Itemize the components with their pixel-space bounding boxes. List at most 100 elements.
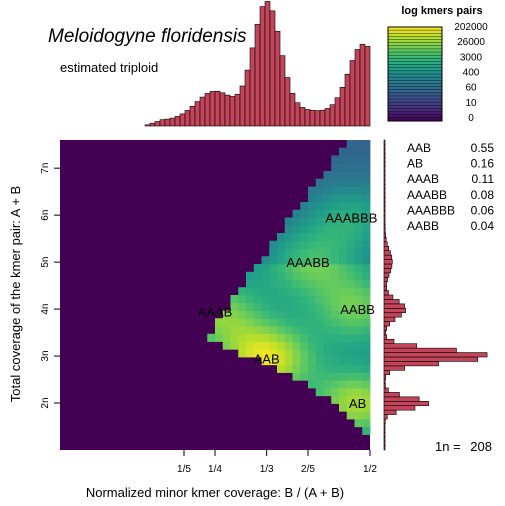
heatmap-cell (354, 326, 363, 335)
heatmap-cell (253, 333, 262, 342)
colorbar-label: 3000 (460, 52, 483, 63)
heatmap-cell (346, 171, 355, 180)
heatmap-cell (261, 264, 270, 273)
heatmap-cell (261, 295, 270, 304)
heatmap-cell (354, 225, 363, 234)
heatmap-cell (300, 318, 309, 327)
heatmap-cell (230, 310, 239, 319)
heatmap-cell (362, 194, 371, 203)
heatmap-cell (269, 302, 278, 311)
proportion-value: 0.55 (471, 141, 495, 155)
heatmap-cell (284, 310, 293, 319)
heatmap-cell (300, 326, 309, 335)
heatmap-cell (354, 163, 363, 172)
top-hist-bar (329, 104, 336, 127)
heatmap-cell (346, 372, 355, 381)
heatmap-cell (277, 364, 286, 373)
heatmap-cell (331, 341, 340, 350)
heatmap-cell (346, 388, 355, 397)
heatmap-cell (308, 186, 317, 195)
heatmap-cell (277, 326, 286, 335)
heatmap-cell (292, 248, 301, 257)
heatmap-cell (300, 287, 309, 296)
top-hist-bar (309, 110, 316, 127)
proportion-value: 0.04 (471, 219, 495, 233)
x-tick-label: 1/4 (208, 464, 222, 475)
heatmap-cell (308, 310, 317, 319)
peak-label-aaabbb: AAABBB (325, 211, 377, 226)
heatmap-cell (331, 395, 340, 404)
heatmap-cell (346, 349, 355, 358)
top-hist-bar (224, 94, 231, 127)
heatmap-cell (331, 364, 340, 373)
proportion-value: 0.08 (471, 188, 495, 202)
heatmap-cell (246, 349, 255, 358)
heatmap-cell (354, 341, 363, 350)
heatmap-cell (323, 318, 332, 327)
heatmap-cell (300, 209, 309, 218)
heatmap-cell (292, 357, 301, 366)
heatmap-cell (308, 326, 317, 335)
heatmap-cell (315, 380, 324, 389)
heatmap-cell (277, 271, 286, 280)
heatmap-cell (323, 310, 332, 319)
heatmap-cell (315, 279, 324, 288)
heatmap-cell (261, 310, 270, 319)
heatmap-cell (261, 302, 270, 311)
proportion-name: AAABB (407, 188, 447, 202)
right-hist-bar (383, 409, 397, 415)
heatmap-cell (346, 357, 355, 366)
heatmap-cell (246, 271, 255, 280)
heatmap-cell (339, 302, 348, 311)
heatmap-cell (315, 302, 324, 311)
heatmap-cell (323, 240, 332, 249)
heatmap-cell (339, 333, 348, 342)
heatmap-cell (308, 248, 317, 257)
heatmap-cell (284, 333, 293, 342)
heatmap-cell (292, 209, 301, 218)
heatmap-cell (354, 333, 363, 342)
heatmap-cell (362, 372, 371, 381)
heatmap-cell (308, 217, 317, 226)
heatmap-cell (315, 178, 324, 187)
heatmap-cell (315, 240, 324, 249)
heatmap-cell (362, 326, 371, 335)
heatmap-cell (362, 163, 371, 172)
heatmap-cell (269, 264, 278, 273)
heatmap-cell (222, 326, 231, 335)
top-hist-bar (319, 109, 326, 127)
right-hist-bar (383, 387, 389, 393)
heatmap-cell (300, 264, 309, 273)
heatmap-cell (238, 349, 247, 358)
heatmap-cell (238, 310, 247, 319)
heatmap-cell (284, 364, 293, 373)
top-hist-bar (279, 55, 286, 127)
peak-label-aaab: AAAB (198, 304, 233, 319)
right-hist-bar (383, 192, 386, 198)
y-tick-label: 7n (40, 163, 51, 174)
heatmap-cell (354, 217, 363, 226)
top-hist-bar (344, 73, 351, 127)
heatmap-cell (277, 279, 286, 288)
heatmap-cell (292, 341, 301, 350)
heatmap-cell (284, 302, 293, 311)
heatmap-cell (346, 279, 355, 288)
heatmap-cell (315, 194, 324, 203)
heatmap-cell (246, 295, 255, 304)
heatmap-cell (300, 202, 309, 211)
heatmap-cell (339, 264, 348, 273)
heatmap-cell (354, 264, 363, 273)
heatmap-cell (308, 333, 317, 342)
heatmap-cell (308, 341, 317, 350)
heatmap-cell (300, 341, 309, 350)
top-hist-bar (294, 102, 301, 127)
heatmap-cell (300, 271, 309, 280)
right-hist-bar (383, 338, 395, 345)
heatmap-cell (284, 248, 293, 257)
heatmap-cell (362, 186, 371, 195)
right-hist-bar (383, 263, 393, 269)
proportion-name: AAAB (407, 172, 439, 186)
heatmap-cell (238, 295, 247, 304)
heatmap-cell (346, 248, 355, 257)
